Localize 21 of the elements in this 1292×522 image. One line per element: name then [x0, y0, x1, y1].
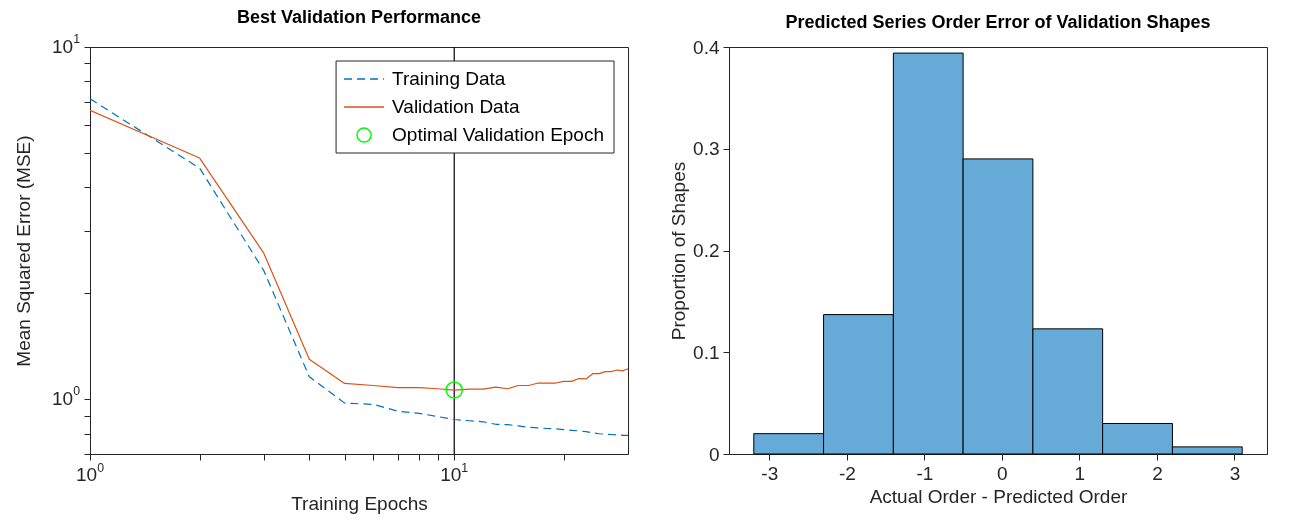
y-tick-label: 0.4: [693, 36, 720, 58]
legend-label: Validation Data: [392, 96, 520, 117]
x-axis-title: Training Epochs: [291, 493, 428, 514]
x-tick-label: -3: [761, 462, 779, 484]
y-tick-label: 0.2: [693, 240, 720, 261]
x-tick-label: 2: [1152, 462, 1163, 484]
y-tick-label: 0: [708, 443, 720, 465]
y-tick-label: 0.1: [693, 341, 720, 363]
x-axis-title: Actual Order - Predicted Order: [869, 485, 1128, 507]
chart-title: Best Validation Performance: [236, 7, 482, 27]
x-tick-label: -1: [916, 462, 934, 484]
y-axis-title: Proportion of Shapes: [668, 161, 690, 341]
y-axis-title: Mean Squared Error (MSE): [13, 135, 34, 367]
x-tick-label: 1: [1074, 462, 1086, 484]
legend-label: Optimal Validation Epoch: [392, 124, 605, 145]
legend-label: Training Data: [392, 68, 506, 89]
x-tick-label: 0: [997, 462, 1008, 484]
x-tick-label: -2: [838, 462, 856, 484]
chart-title: Predicted Series Order Error of Validation Shapes: [785, 12, 1211, 32]
x-tick-label: 3: [1229, 462, 1241, 484]
y-tick-label: 0.3: [693, 138, 720, 160]
